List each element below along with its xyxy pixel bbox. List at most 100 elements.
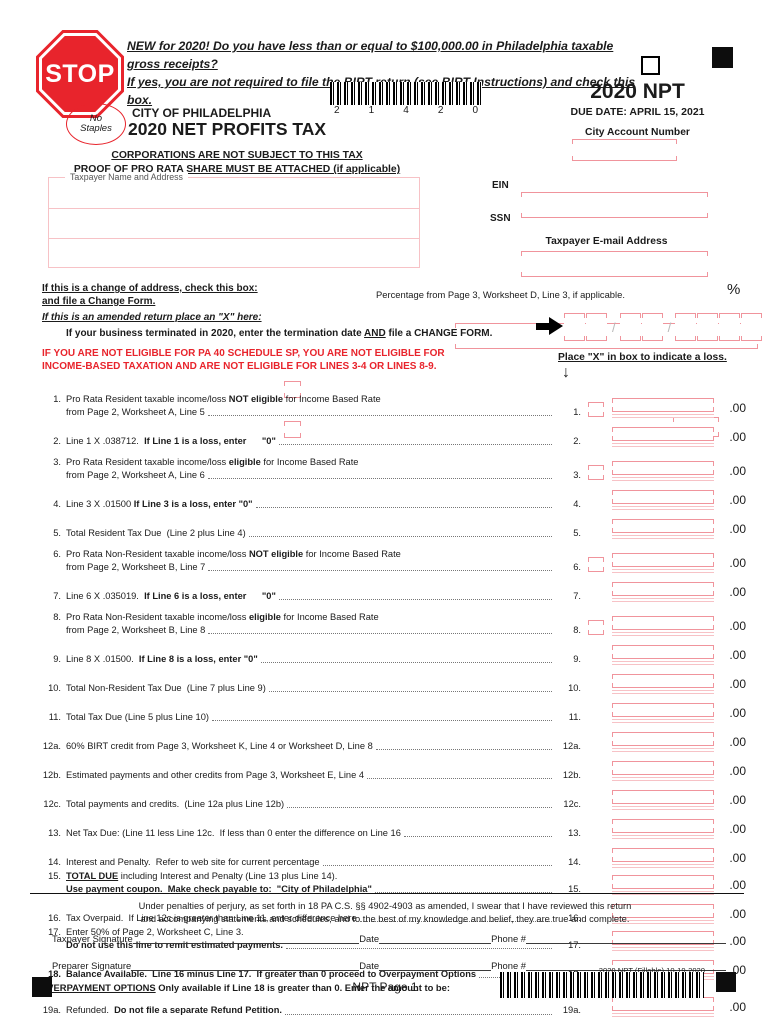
cents-suffix-12a: .00 [729, 735, 746, 749]
amount-field-6[interactable] [612, 553, 714, 567]
termination-date-cell[interactable] [641, 313, 663, 341]
termination-date-cell[interactable] [719, 313, 741, 341]
line-row-14: 14. Interest and Penalty. Refer to web si… [40, 848, 746, 868]
line-number-right-5: 5. [573, 527, 581, 538]
line-row-19a: 19a. Refunded. Do not file a separate Ref… [40, 996, 746, 1017]
cents-suffix-12c: .00 [729, 793, 746, 807]
loss-checkbox-line-3[interactable] [588, 465, 604, 480]
taxpayer-date-line[interactable] [379, 932, 492, 944]
amount-field-12c[interactable] [612, 790, 714, 804]
preparer-phone-line[interactable] [526, 959, 726, 971]
amount-field-2[interactable] [612, 427, 714, 441]
amended-return-checkbox[interactable] [284, 421, 301, 438]
line-row-17: 17. Enter 50% of Page 2, Worksheet C, Lin… [40, 926, 746, 951]
line-number-right-7: 7. [573, 590, 581, 601]
line-number-left-6: 6. [53, 549, 61, 559]
taxpayer-name-address-box[interactable]: Taxpayer Name and Address [48, 172, 420, 268]
termination-date-cell[interactable] [741, 313, 763, 341]
amount-field-10[interactable] [612, 674, 714, 688]
amount-field-4[interactable] [612, 490, 714, 504]
down-arrow-icon: ↓ [562, 364, 570, 381]
amount-field-5[interactable] [612, 519, 714, 533]
amount-field-11[interactable] [612, 703, 714, 717]
dotted-leader [375, 740, 552, 750]
line-number-left-4: 4. [53, 498, 61, 509]
cents-suffix-13: .00 [729, 822, 746, 836]
line-row-9: 9. Line 8 X .01500. If Line 8 is a loss, … [40, 645, 746, 665]
tax-line-items: 1. Pro Rata Resident taxable income/loss … [40, 384, 746, 1024]
termination-date-cell[interactable] [564, 313, 585, 341]
dotted-leader [248, 527, 552, 537]
dotted-leader [374, 883, 552, 893]
amount-wrap-12b [612, 761, 714, 781]
amount-field-19a[interactable] [612, 996, 714, 1011]
dotted-leader [211, 711, 552, 721]
line-number-right-17: 17. [568, 939, 581, 950]
loss-checkbox-slot-8 [588, 620, 612, 636]
line-number-left-8: 8. [53, 612, 61, 622]
amount-field-7[interactable] [612, 582, 714, 596]
name-box-divider-1 [49, 208, 419, 209]
city-account-number-field[interactable] [572, 139, 677, 161]
amount-wrap-13 [612, 819, 714, 839]
amount-field-8[interactable] [612, 616, 714, 630]
cents-suffix-12b: .00 [729, 764, 746, 778]
amount-underline-10 [612, 690, 714, 694]
form-barcode-top [330, 82, 482, 105]
amount-wrap-7 [612, 582, 714, 602]
amount-field-15[interactable] [612, 875, 714, 889]
line-row-3: 3. Pro Rata Resident taxable income/loss … [40, 456, 746, 481]
amount-field-12a[interactable] [612, 732, 714, 746]
line-number-left-18: 18. [48, 968, 61, 979]
ein-field[interactable] [521, 192, 708, 218]
line-number-left-9: 9. [53, 653, 61, 664]
preparer-date-line[interactable] [379, 959, 492, 971]
amount-field-9[interactable] [612, 645, 714, 659]
loss-checkbox-line-8[interactable] [588, 620, 604, 635]
amount-field-12b[interactable] [612, 761, 714, 775]
line-number-right-12b: 12b. [562, 769, 581, 780]
ssn-label: SSN [490, 213, 511, 224]
amount-field-13[interactable] [612, 819, 714, 833]
page-number: NPT Page 1 [352, 980, 418, 994]
line-number-left-13: 13. [48, 827, 61, 838]
cents-suffix-10: .00 [729, 677, 746, 691]
termination-date-cell[interactable] [586, 313, 607, 341]
ssn-field[interactable] [521, 251, 708, 277]
termination-date-cell[interactable] [675, 313, 697, 341]
loss-checkbox-line-6[interactable] [588, 557, 604, 572]
taxpayer-phone-line[interactable] [526, 932, 726, 944]
warning-line2: INCOME-BASED TAXATION AND ARE NOT ELIGIB… [42, 361, 437, 372]
amount-field-1[interactable] [612, 398, 714, 412]
termination-date-cell[interactable] [619, 313, 641, 341]
amount-field-16[interactable] [612, 904, 714, 918]
line-number-right-11: 11. [568, 711, 581, 722]
termination-date-cell[interactable] [697, 313, 719, 341]
dotted-leader [359, 912, 552, 922]
termination-date-field[interactable]: / / [564, 313, 763, 341]
dotted-leader [278, 590, 552, 600]
preparer-signature-line[interactable] [131, 959, 360, 971]
taxpayer-signature-line[interactable] [132, 932, 360, 944]
amount-underline-12a [612, 748, 714, 752]
address-change-checkbox[interactable] [284, 381, 301, 398]
line-row-15: 15. TOTAL DUE including Interest and Pena… [40, 870, 746, 895]
amount-field-17[interactable] [612, 931, 714, 945]
amount-underline-19a [612, 1012, 714, 1017]
amount-wrap-19a [612, 996, 714, 1017]
birt-not-required-checkbox[interactable] [641, 56, 660, 75]
amount-field-3[interactable] [612, 461, 714, 475]
barcode-digits: 2 1 4 2 0 [334, 105, 478, 116]
corporations-note: CORPORATIONS ARE NOT SUBJECT TO THIS TAX… [42, 149, 432, 177]
date-separator: / [612, 319, 616, 335]
name-box-label: Taxpayer Name and Address [65, 172, 188, 182]
amount-field-14[interactable] [612, 848, 714, 862]
percent-sign: % [727, 281, 741, 298]
line-number-right-9: 9. [573, 653, 581, 664]
line-number-right-12a: 12a. [562, 740, 581, 751]
line-number-left-12a: 12a. [42, 740, 61, 751]
dotted-leader [287, 798, 552, 808]
loss-checkbox-line-1[interactable] [588, 402, 604, 417]
line-number-right-2: 2. [573, 435, 581, 446]
cents-suffix-8: .00 [729, 619, 746, 633]
